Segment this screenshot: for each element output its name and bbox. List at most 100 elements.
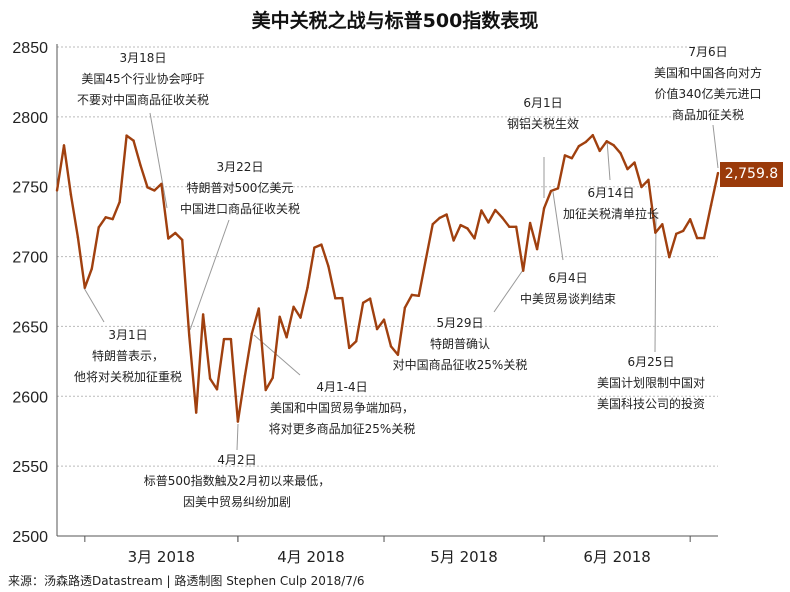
annotation-line: 对中国商品征收25%关税 — [392, 358, 528, 372]
data-point — [577, 144, 581, 148]
data-point — [633, 161, 636, 164]
chart-title: 美中关税之战与标普500指数表现 — [251, 10, 539, 32]
data-point — [452, 239, 455, 242]
data-point — [327, 265, 330, 268]
x-axis: 3月 2018 4月 2018 5月 2018 6月 2018 — [84, 536, 691, 566]
data-point — [222, 337, 226, 341]
data-point — [661, 223, 664, 226]
annotation-line: 不要对中国商品征收关税 — [76, 93, 210, 107]
leader-mar22 — [189, 219, 230, 331]
annotation-line: 中美贸易谈判结束 — [519, 292, 617, 306]
y-axis-labels: 2500 2550 2600 2650 2700 2750 2800 2850 — [12, 40, 48, 546]
source-footer: 来源：汤森路透Datastream | 路透制图 Stephen Culp 20… — [8, 574, 365, 588]
data-point — [389, 345, 393, 348]
annotation-line: 6月4日 — [548, 271, 588, 285]
annotation-line: 美国计划限制中国对 — [596, 376, 706, 390]
annotation-jun14: 6月14日加征关税清单拉长 — [563, 183, 659, 225]
data-point — [612, 144, 615, 147]
y-tick-label: 2650 — [12, 319, 48, 336]
y-tick-label: 2550 — [12, 459, 48, 476]
annotation-line: 4月2日 — [217, 453, 257, 467]
annotation-line: 钢铝关税生效 — [506, 117, 580, 131]
data-point — [320, 243, 323, 246]
leader-jun25 — [654, 213, 657, 353]
data-point — [201, 313, 205, 316]
x-tick-label: 5月 2018 — [430, 548, 498, 566]
data-point — [132, 139, 135, 142]
x-tick-label: 3月 2018 — [128, 548, 196, 566]
data-point — [542, 207, 546, 210]
data-point — [682, 229, 685, 233]
annotation-line: 价值340亿美元进口 — [654, 87, 762, 101]
data-point — [403, 306, 407, 309]
annotation-line: 美国和中国贸易争端加码， — [269, 401, 414, 415]
annotation-line: 3月18日 — [119, 51, 167, 65]
axes — [56, 44, 718, 537]
data-point — [417, 294, 421, 298]
y-tick-label: 2700 — [12, 250, 48, 267]
data-point — [473, 237, 476, 240]
y-tick-label: 2600 — [12, 389, 48, 406]
data-point — [396, 353, 400, 356]
data-point — [556, 187, 560, 190]
data-point — [146, 186, 149, 189]
data-point — [264, 388, 267, 392]
annotation-may29: 5月29日 特朗普确认 对中国商品征收25%关税 — [393, 313, 528, 376]
data-point — [341, 296, 344, 300]
data-point — [160, 182, 163, 186]
data-point — [139, 164, 142, 167]
annotation-jul6: 7月6日 美国和中国各向对方 价值340亿美元进口 商品加征关税 — [654, 42, 762, 126]
annotation-line: 特朗普对500亿美元 — [186, 181, 294, 195]
data-point — [208, 377, 212, 380]
leader-jun14 — [606, 139, 611, 181]
last-value-label: 2,759.8 — [720, 162, 783, 187]
data-point — [250, 332, 254, 336]
leader-jun4 — [552, 191, 564, 261]
annotation-apr2: 4月2日 标普500指数触及2月初以来最低， 因美中贸易纠纷加剧 — [144, 450, 331, 513]
data-point — [348, 346, 351, 350]
data-point — [675, 232, 678, 235]
data-point — [668, 255, 671, 259]
data-point — [716, 171, 720, 175]
annotation-jun4: 6月4日中美贸易谈判结束 — [520, 268, 616, 310]
annotation-line: 美国科技公司的投资 — [596, 397, 706, 411]
data-point — [361, 301, 365, 305]
leader-apr2 — [236, 423, 239, 451]
data-point — [466, 227, 469, 230]
leader-mar1 — [83, 287, 105, 323]
annotation-line: 中国进口商品征收关税 — [179, 202, 301, 216]
data-point — [709, 204, 713, 207]
annotation-line: 5月29日 — [436, 316, 484, 330]
data-point — [111, 217, 114, 221]
data-point — [521, 269, 525, 272]
data-point — [640, 185, 643, 189]
data-point — [494, 208, 497, 212]
data-point — [431, 223, 434, 226]
data-point — [278, 315, 281, 318]
annotation-mar22: 3月22日特朗普对500亿美元 中国进口商品征收关税 — [180, 157, 300, 220]
annotation-line: 4月1-4日 — [316, 380, 368, 394]
annotation-line: 美国和中国各向对方 — [653, 66, 763, 80]
data-point — [647, 178, 650, 182]
x-tick-label: 4月 2018 — [277, 548, 345, 566]
annotation-mar18: 3月18日 美国45个行业协会呼吁 不要对中国商品征收关税 — [77, 48, 209, 111]
annotation-line: 加征关税清单拉长 — [562, 207, 660, 221]
data-point — [688, 218, 692, 221]
annotation-line: 6月14日 — [587, 186, 635, 200]
data-point — [605, 140, 608, 143]
data-point — [515, 225, 518, 229]
data-point — [292, 305, 295, 309]
data-points — [55, 133, 720, 423]
data-point — [285, 336, 288, 339]
data-point — [243, 374, 247, 378]
data-point — [375, 327, 379, 331]
data-point — [382, 318, 386, 321]
data-point — [83, 286, 87, 289]
data-point — [368, 297, 372, 300]
annotation-line: 特朗普表示， — [91, 349, 165, 363]
data-point — [438, 216, 441, 220]
data-point — [313, 246, 316, 249]
leader-may29 — [493, 269, 524, 313]
annotation-line: 3月1日 — [108, 328, 148, 342]
annotation-line: 3月22日 — [216, 160, 264, 174]
